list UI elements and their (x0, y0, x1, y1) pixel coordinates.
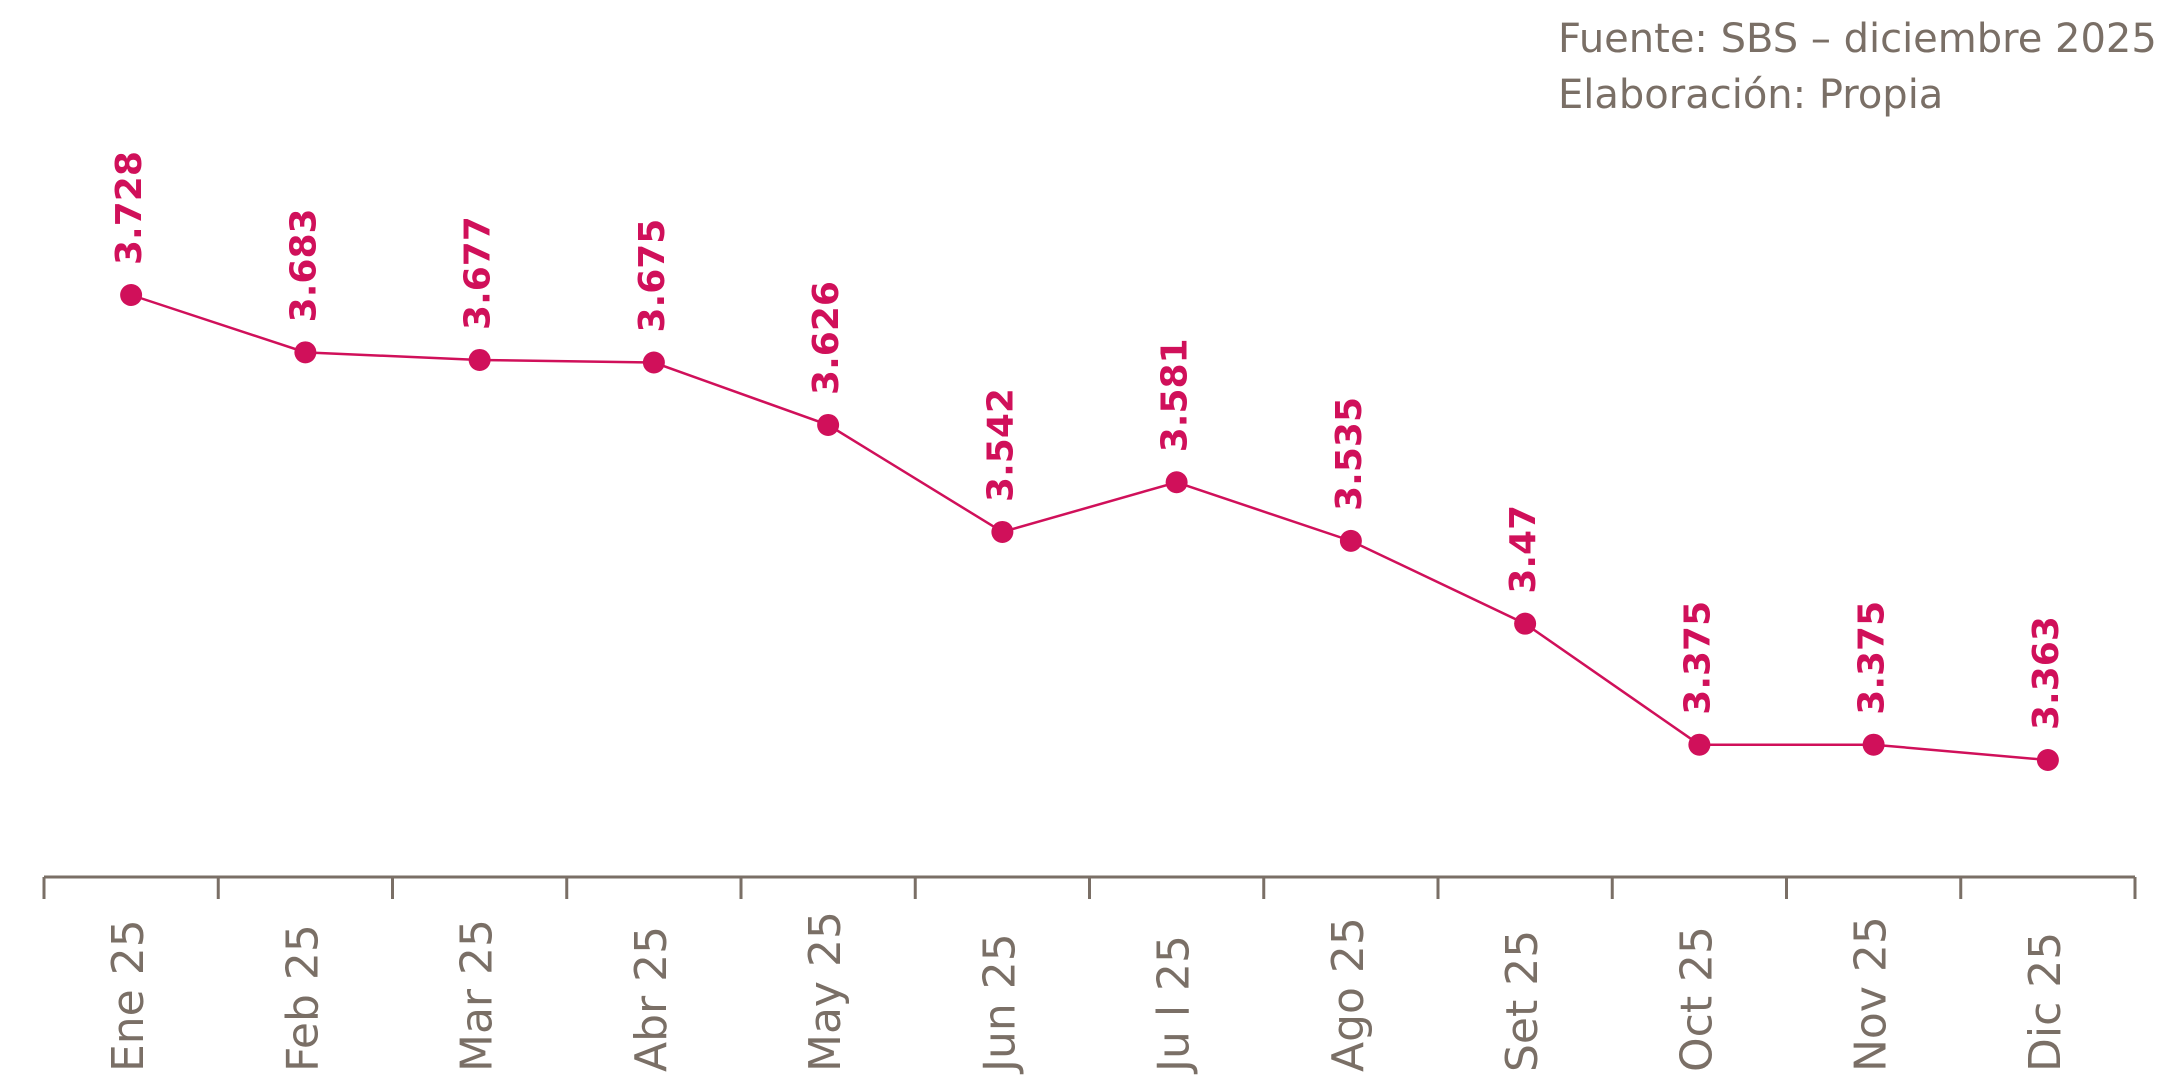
x-tick-label: Oct 25 (1671, 926, 1722, 1072)
x-tick-label: Ju l 25 (1149, 935, 1200, 1075)
data-label: 3.535 (1329, 397, 1370, 511)
x-tick-label: Ene 25 (103, 919, 154, 1072)
data-label: 3.47 (1503, 505, 1544, 594)
data-label: 3.363 (2026, 616, 2067, 730)
x-tick-label: Jun 25 (974, 933, 1025, 1075)
data-label: 3.677 (458, 216, 499, 330)
point (120, 284, 143, 306)
x-tick-label: Mar 25 (452, 919, 503, 1072)
x-tick-label: Dic 25 (2020, 932, 2071, 1072)
point (1339, 529, 1362, 552)
data-label: 3.626 (806, 281, 847, 395)
point (642, 351, 665, 374)
data-label: 3.581 (1155, 338, 1196, 452)
point (1862, 733, 1885, 756)
point (468, 348, 491, 371)
x-tick-label: Ago 25 (1323, 917, 1374, 1072)
data-label: 3.728 (109, 151, 150, 265)
point (294, 341, 317, 364)
data-label: 3.375 (1677, 601, 1718, 715)
point (1165, 471, 1188, 494)
data-label: 3.675 (632, 219, 673, 333)
note: Elaboración: Propia (1558, 72, 1943, 118)
data-label: 3.375 (1852, 601, 1893, 715)
point (991, 520, 1014, 543)
point (2036, 749, 2059, 771)
point (1688, 733, 1711, 756)
x-tick-label: Feb 25 (277, 924, 328, 1072)
line (130, 293, 2048, 762)
data-label: 3.542 (980, 388, 1021, 502)
x-tick-label: May 25 (800, 911, 851, 1072)
source: Fuente: SBS – diciembre 2025 (1558, 16, 2157, 62)
x-tick-label: Set 25 (1497, 930, 1548, 1072)
x-tick-label: Nov 25 (1846, 916, 1897, 1072)
point (817, 413, 840, 436)
point (1514, 612, 1537, 635)
x-tick-label: Abr 25 (626, 926, 677, 1072)
data-label: 3.683 (283, 208, 324, 322)
